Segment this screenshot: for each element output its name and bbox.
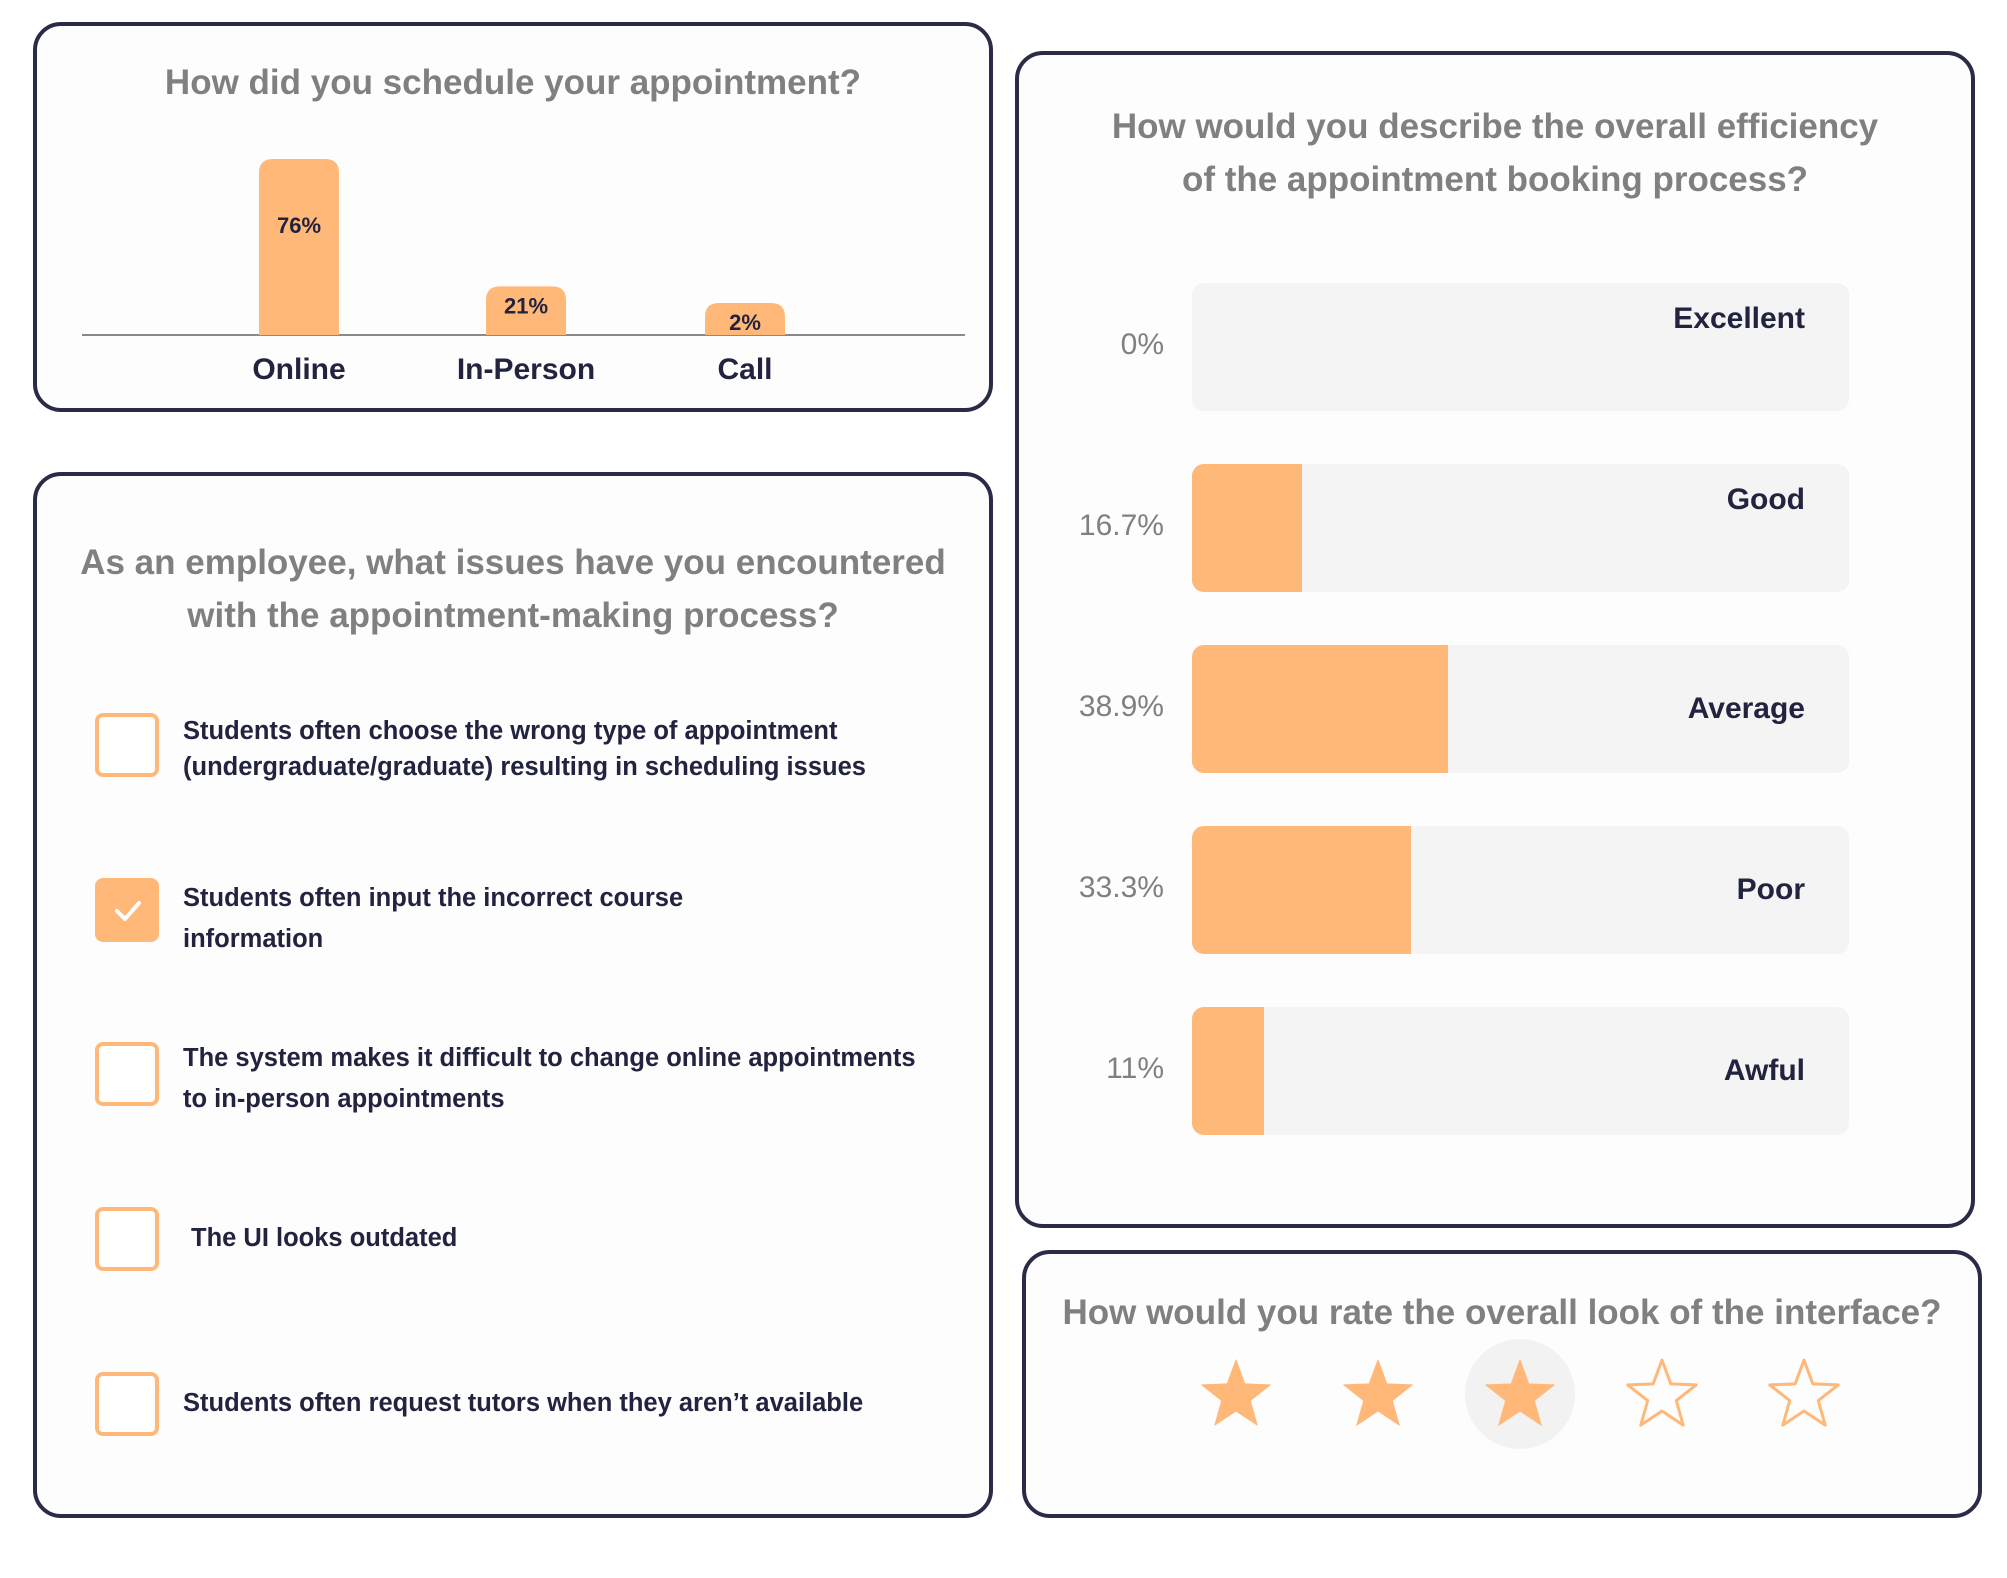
star-outline-icon: [1626, 1358, 1698, 1427]
bar-label: Good: [1726, 483, 1805, 516]
star-4-button[interactable]: [1607, 1339, 1717, 1449]
bar-fill: [1192, 464, 1302, 592]
bar-track: Excellent: [1192, 283, 1849, 411]
bar-label: Excellent: [1673, 302, 1805, 335]
issue-option-incorrect-course[interactable]: Students often input the incorrect cours…: [95, 878, 959, 953]
efficiency-bar-good[interactable]: 16.7% Good: [1019, 464, 1971, 592]
checkbox[interactable]: [95, 1042, 159, 1106]
efficiency-question-line-2: of the appointment booking process?: [1181, 160, 1809, 199]
star-filled-icon: [1485, 1359, 1555, 1426]
bar-label: Poor: [1736, 873, 1805, 906]
star-1-button[interactable]: [1181, 1339, 1291, 1449]
issue-option-label: Students often request tutors when they …: [183, 1389, 864, 1417]
bar-track: Average: [1192, 645, 1849, 773]
bar-fill: [1192, 1007, 1265, 1135]
interface-rating-card: How would you rate the overall look of t…: [1022, 1250, 1982, 1518]
bar-fill: [1192, 645, 1448, 773]
issue-option-label-line-1: Students often choose the wrong type of …: [183, 717, 838, 745]
issue-option-label: The UI looks outdated: [191, 1224, 458, 1252]
issue-option-label-line-2: (undergraduate/graduate) resulting in sc…: [183, 753, 866, 781]
efficiency-question-line-1: How would you describe the overall effic…: [1111, 107, 1879, 146]
bar-track: Awful: [1192, 1007, 1849, 1135]
star-filled-icon: [1343, 1359, 1413, 1426]
bar-value-label: 21%: [504, 293, 548, 318]
category-label: In-Person: [457, 353, 595, 386]
star-2-button[interactable]: [1323, 1339, 1433, 1449]
efficiency-bar-poor[interactable]: 33.3% Poor: [1019, 826, 1971, 954]
star-3-button[interactable]: [1465, 1339, 1575, 1449]
bar-online: [259, 159, 339, 335]
issue-option-tutor-availability[interactable]: Students often request tutors when they …: [95, 1372, 959, 1442]
bar-percent: 16.7%: [1078, 509, 1164, 542]
bar-percent: 38.9%: [1078, 690, 1164, 723]
bar-call: [705, 303, 785, 335]
bar-label: Awful: [1723, 1054, 1805, 1087]
checkbox[interactable]: [95, 713, 159, 777]
rating-question: How would you rate the overall look of t…: [1062, 1293, 1942, 1332]
efficiency-card: How would you describe the overall effic…: [1015, 51, 1975, 1228]
bar-percent: 11%: [1106, 1052, 1164, 1085]
efficiency-bar-awful[interactable]: 11% Awful: [1019, 1007, 1971, 1135]
efficiency-bar-average[interactable]: 38.9% Average: [1019, 645, 1971, 773]
schedule-bar-chart: 76% Online 21% In-Person 2% Call: [82, 159, 965, 386]
efficiency-bar-excellent[interactable]: 0% Excellent: [1019, 283, 1971, 411]
issues-card: As an employee, what issues have you enc…: [33, 472, 993, 1518]
bar-fill: [1192, 826, 1411, 954]
bar-value-label: 2%: [729, 310, 761, 335]
category-label: Online: [252, 353, 345, 386]
issue-option-wrong-type[interactable]: Students often choose the wrong type of …: [95, 713, 959, 783]
bar-percent: 33.3%: [1078, 871, 1164, 904]
issue-option-label-line-1: The system makes it difficult to change …: [183, 1044, 916, 1072]
issues-question-line-2: with the appointment-making process?: [187, 596, 839, 635]
category-label: Call: [717, 353, 772, 386]
star-outline-icon: [1768, 1358, 1840, 1427]
bar-percent: 0%: [1120, 328, 1164, 361]
check-icon: [115, 901, 141, 921]
issue-option-ui-outdated[interactable]: The UI looks outdated: [95, 1207, 959, 1277]
star-5-button[interactable]: [1749, 1339, 1859, 1449]
issue-option-label-line-1: Students often input the incorrect cours…: [183, 884, 684, 912]
bar-label: Average: [1687, 692, 1805, 725]
bar-track: Good: [1192, 464, 1849, 592]
bar-value-label: 76%: [277, 213, 321, 238]
star-filled-icon: [1201, 1359, 1271, 1426]
bar-track: Poor: [1192, 826, 1849, 954]
schedule-method-card: How did you schedule your appointment? 7…: [33, 22, 993, 412]
issue-option-change-appointment[interactable]: The system makes it difficult to change …: [95, 1042, 959, 1113]
issue-option-label-line-2: to in-person appointments: [183, 1085, 505, 1113]
checkbox[interactable]: [95, 1372, 159, 1436]
issues-question-line-1: As an employee, what issues have you enc…: [80, 543, 946, 582]
issue-option-label-line-2: information: [183, 925, 324, 953]
bar-in-person: [486, 286, 566, 335]
schedule-question: How did you schedule your appointment?: [164, 63, 862, 102]
checkbox-checked[interactable]: [95, 878, 159, 942]
checkbox[interactable]: [95, 1207, 159, 1271]
